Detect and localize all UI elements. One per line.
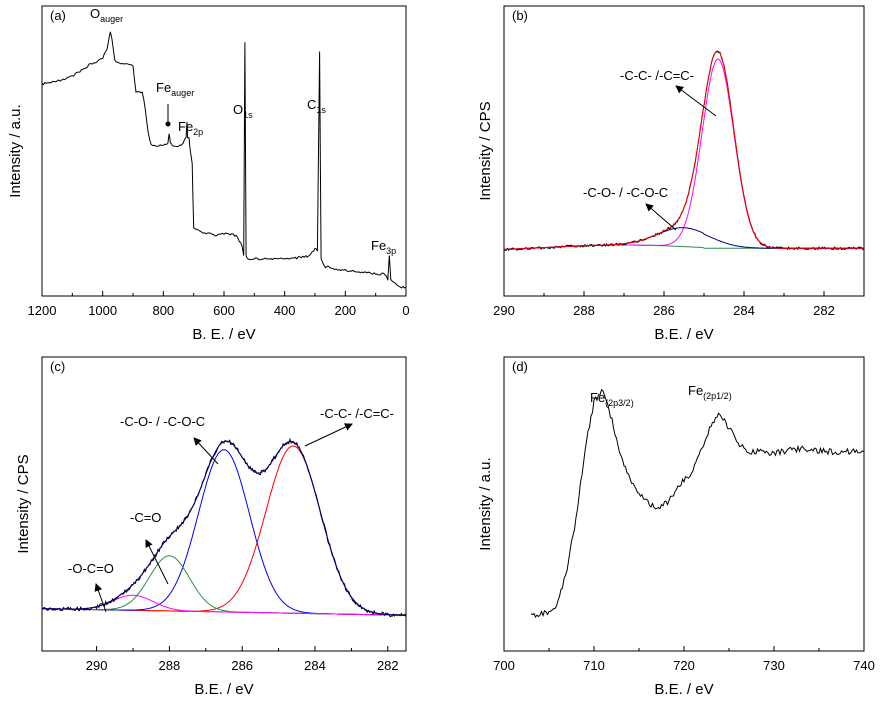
x-tick-label: 800 xyxy=(152,303,174,318)
x-tick-label: 290 xyxy=(86,658,108,673)
x-tick-label: 400 xyxy=(274,303,296,318)
peak-label-co-double: -C=O xyxy=(130,510,161,525)
x-tick-label: 282 xyxy=(377,658,399,673)
plot-frame xyxy=(503,5,865,297)
envelope-line xyxy=(503,50,864,250)
y-axis-label: Intensity / CPS xyxy=(477,101,494,200)
x-tick-label: 720 xyxy=(673,658,695,673)
plot-frame xyxy=(41,356,407,652)
peak-label-fe-2p: Fe2p xyxy=(178,119,203,137)
peak-label-cc: -C-C- /-C=C- xyxy=(620,68,694,83)
x-tick-label: 290 xyxy=(493,303,515,318)
peak-label-fe-2p12: Fe(2p1/2) xyxy=(688,383,732,401)
x-tick-label: 0 xyxy=(402,303,409,318)
x-tick-label: 284 xyxy=(733,303,755,318)
annotation-arrow xyxy=(675,85,717,117)
x-axis-label: B.E. / eV xyxy=(194,681,253,698)
y-axis-label: Intensity / CPS xyxy=(15,454,32,553)
x-tick-label: 288 xyxy=(573,303,595,318)
annotation-arrow xyxy=(94,583,107,613)
peak-label-o-1s: O1s xyxy=(233,102,253,120)
peak-label-c-1s: C1s xyxy=(307,97,326,115)
peak-label-fe-3p: Fe3p xyxy=(371,238,396,256)
annotation-arrow xyxy=(304,423,353,447)
x-tick-label: 200 xyxy=(334,303,356,318)
x-axis-label: B.E. / eV xyxy=(654,326,713,343)
annotation-arrow xyxy=(193,437,219,465)
x-tick-label: 730 xyxy=(763,658,785,673)
peak-label-co: -C-O- / -C-O-C xyxy=(120,414,205,429)
x-tick-label: 700 xyxy=(493,658,515,673)
peak-label-co: -C-O- / -C-O-C xyxy=(583,185,668,200)
x-tick-label: 288 xyxy=(159,658,181,673)
data-line xyxy=(530,388,865,618)
annotation-arrow xyxy=(145,539,169,585)
panel-label: (c) xyxy=(50,359,65,374)
panel-2: (c) 290 288 286 284 282 B.E. / eV Intensity / C… xyxy=(15,356,407,698)
raw-data-line xyxy=(41,437,407,618)
peak-label-fe-2p32: Fe(2p3/2) xyxy=(590,390,634,408)
panel-1: (b) 290 288 286 284 282 B.E. / eV Intensity / C… xyxy=(477,5,865,343)
plot-frame xyxy=(41,5,407,297)
panel-3: (d) 700 710 720 730 740 B.E. / eV Intensity / a… xyxy=(477,356,875,698)
component-peak xyxy=(42,449,406,616)
x-tick-label: 1000 xyxy=(88,303,117,318)
x-tick-label: 286 xyxy=(653,303,675,318)
peak-label-o-auger: Oauger xyxy=(90,6,123,24)
x-tick-label: 710 xyxy=(583,658,605,673)
y-axis-label: Intensity / a.u. xyxy=(477,457,494,550)
x-tick-label: 282 xyxy=(813,303,835,318)
component-peak xyxy=(42,445,406,616)
peak-label-fe-auger: Feauger xyxy=(156,80,194,98)
x-tick-label: 286 xyxy=(231,658,253,673)
envelope-line xyxy=(42,440,406,616)
fe-auger-dot xyxy=(165,121,171,127)
component-peak xyxy=(503,58,864,250)
x-axis-label: B.E. / eV xyxy=(654,681,713,698)
x-tick-label: 600 xyxy=(213,303,235,318)
peak-label-cc: -C-C- /-C=C- xyxy=(320,406,394,421)
plot-frame xyxy=(503,356,865,652)
peak-label-ocoo: -O-C=O xyxy=(68,561,114,576)
panel-label: (a) xyxy=(50,8,66,23)
data-line xyxy=(41,31,407,289)
panel-label: (b) xyxy=(512,8,528,23)
x-tick-label: 1200 xyxy=(28,303,57,318)
x-tick-label: 284 xyxy=(304,658,326,673)
annotation-arrow xyxy=(645,203,677,231)
x-tick-label: 740 xyxy=(853,658,875,673)
x-axis-label: B. E. / eV xyxy=(192,326,255,343)
panel-label: (d) xyxy=(512,359,528,374)
panel-0: (a) 1200 1000 800 600 400 200 0 B. E. / eV Intens… xyxy=(7,5,410,343)
y-axis-label: Intensity / a.u. xyxy=(7,104,24,197)
